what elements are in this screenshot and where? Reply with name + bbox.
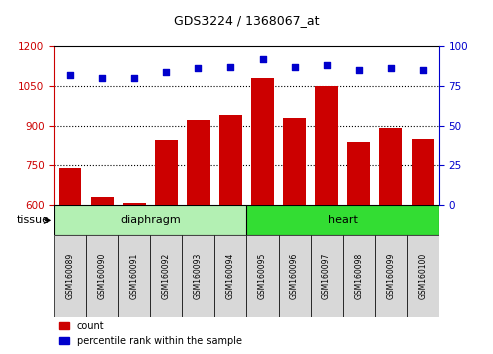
Text: GSM160099: GSM160099: [386, 253, 395, 299]
Bar: [123, 202, 145, 354]
Bar: [54, 235, 86, 317]
Point: [354, 67, 362, 73]
Bar: [375, 235, 407, 317]
Point: [98, 75, 106, 81]
Text: GSM160098: GSM160098: [354, 253, 363, 299]
Text: heart: heart: [328, 215, 357, 225]
Point: [130, 75, 138, 81]
Point: [419, 67, 426, 73]
Bar: [91, 198, 113, 354]
Point: [387, 65, 394, 71]
Text: diaphragm: diaphragm: [120, 215, 181, 225]
Bar: [187, 120, 210, 354]
Bar: [182, 235, 214, 317]
Text: tissue: tissue: [16, 215, 49, 225]
Bar: [251, 78, 274, 354]
Text: GSM160089: GSM160089: [66, 253, 75, 299]
Bar: [150, 235, 182, 317]
Text: GSM160100: GSM160100: [418, 253, 427, 299]
Point: [162, 69, 170, 74]
Bar: [246, 205, 439, 235]
Point: [258, 56, 266, 62]
Text: GSM160095: GSM160095: [258, 253, 267, 299]
Bar: [283, 118, 306, 354]
Bar: [348, 142, 370, 354]
Text: GSM160096: GSM160096: [290, 253, 299, 299]
Bar: [407, 235, 439, 317]
Bar: [59, 168, 81, 354]
Text: GSM160097: GSM160097: [322, 253, 331, 299]
Bar: [219, 115, 242, 354]
Bar: [279, 235, 311, 317]
Bar: [54, 205, 246, 235]
Bar: [155, 140, 177, 354]
Bar: [412, 139, 434, 354]
Point: [290, 64, 298, 69]
Bar: [380, 128, 402, 354]
Point: [194, 65, 202, 71]
Bar: [214, 235, 246, 317]
Text: GDS3224 / 1368067_at: GDS3224 / 1368067_at: [174, 14, 319, 27]
Text: GSM160090: GSM160090: [98, 253, 107, 299]
Point: [226, 64, 234, 69]
Text: GSM160092: GSM160092: [162, 253, 171, 299]
Text: GSM160091: GSM160091: [130, 253, 139, 299]
Bar: [86, 235, 118, 317]
Bar: [316, 86, 338, 354]
Text: GSM160093: GSM160093: [194, 253, 203, 299]
Point: [66, 72, 74, 78]
Bar: [343, 235, 375, 317]
Bar: [118, 235, 150, 317]
Legend: count, percentile rank within the sample: count, percentile rank within the sample: [59, 321, 242, 346]
Text: GSM160094: GSM160094: [226, 253, 235, 299]
Bar: [246, 235, 279, 317]
Bar: [311, 235, 343, 317]
Point: [322, 62, 330, 68]
